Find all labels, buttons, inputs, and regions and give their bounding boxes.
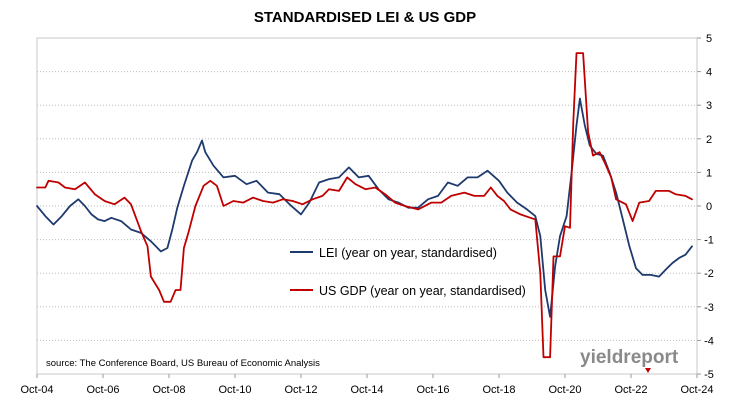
y-tick-label: 3 xyxy=(706,100,712,112)
logo-wordmark: yieldreport xyxy=(580,347,679,368)
x-tick-label: Oct-16 xyxy=(416,384,449,396)
legend-label-gdp: US GDP (year on year, standardised) xyxy=(319,284,526,298)
source-note: source: The Conference Board, US Bureau … xyxy=(46,358,320,369)
x-tick-label: Oct-08 xyxy=(152,384,185,396)
chart-title: STANDARDISED LEI & US GDP xyxy=(253,9,477,26)
legend-label-lei: LEI (year on year, standardised) xyxy=(319,246,497,260)
x-tick-label: Oct-10 xyxy=(218,384,251,396)
x-tick-label: Oct-12 xyxy=(284,384,317,396)
x-tick-label: Oct-22 xyxy=(614,384,647,396)
x-tick-label: Oct-18 xyxy=(482,384,515,396)
series-line-lei xyxy=(36,97,693,318)
x-axis-ticks: Oct-04 Oct-06 Oct-08 Oct-10 Oct-12 Oct-14 Oct-… xyxy=(20,374,714,396)
y-tick-label: -1 xyxy=(704,235,714,247)
y-tick-label: -3 xyxy=(704,302,714,314)
y-axis-ticks: 5 4 3 2 1 0 -1 -2 -3 -4 -5 xyxy=(697,33,714,381)
x-tick-label: Oct-24 xyxy=(680,384,713,396)
logo-accent-mark xyxy=(645,368,651,373)
x-tick-label: Oct-06 xyxy=(86,384,119,396)
x-tick-label: Oct-14 xyxy=(350,384,383,396)
series-group xyxy=(36,52,693,359)
series-line-gdp xyxy=(36,52,693,359)
x-tick-label: Oct-04 xyxy=(20,384,53,396)
x-tick-label: Oct-20 xyxy=(548,384,581,396)
gridlines xyxy=(37,71,697,341)
y-tick-label: 4 xyxy=(706,67,712,79)
legend: LEI (year on year, standardised) US GDP … xyxy=(290,246,526,298)
y-tick-label: -4 xyxy=(704,335,714,347)
y-tick-label: -5 xyxy=(704,369,714,381)
y-tick-label: 2 xyxy=(706,134,712,146)
y-tick-label: -2 xyxy=(704,268,714,280)
y-tick-label: 1 xyxy=(706,167,712,179)
yieldreport-logo: yieldreport xyxy=(580,347,679,373)
y-tick-label: 0 xyxy=(706,201,712,213)
y-tick-label: 5 xyxy=(706,33,712,45)
